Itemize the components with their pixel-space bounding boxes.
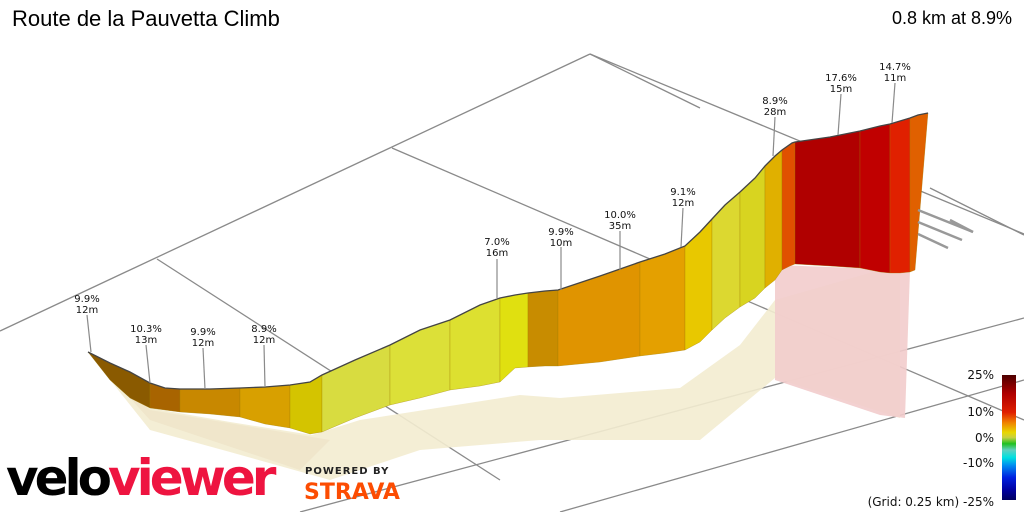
svg-text:15m: 15m: [830, 84, 852, 95]
svg-text:10.3%: 10.3%: [130, 324, 162, 335]
svg-text:7.0%: 7.0%: [484, 237, 509, 248]
legend-label-minus25: (Grid: 0.25 km) -25%: [867, 495, 994, 509]
grid-note: (Grid: 0.25 km): [867, 495, 960, 509]
legend-label-10: 10%: [967, 405, 994, 419]
legend-label-minus10: -10%: [962, 456, 994, 470]
gradient-legend-bar: [1002, 375, 1016, 500]
svg-text:13m: 13m: [135, 335, 157, 346]
svg-text:12m: 12m: [672, 198, 694, 209]
svg-text:35m: 35m: [609, 221, 631, 232]
climb-summary: 0.8 km at 8.9%: [891, 8, 1012, 28]
veloviewer-logo[interactable]: veloviewer: [6, 449, 276, 507]
svg-text:10.0%: 10.0%: [604, 210, 636, 221]
svg-text:12m: 12m: [253, 335, 275, 346]
svg-text:17.6%: 17.6%: [825, 73, 857, 84]
legend-label-25: 25%: [967, 368, 994, 382]
svg-text:14.7%: 14.7%: [879, 62, 911, 73]
svg-text:9.1%: 9.1%: [670, 187, 695, 198]
svg-text:11m: 11m: [884, 73, 906, 84]
strava-logo[interactable]: STRAVA: [304, 480, 400, 505]
climb-title: Route de la Pauvetta Climb: [12, 6, 280, 31]
legend-label-0: 0%: [974, 431, 994, 445]
svg-text:9.9%: 9.9%: [74, 294, 99, 305]
svg-text:28m: 28m: [764, 107, 786, 118]
svg-text:10m: 10m: [550, 238, 572, 249]
svg-text:9.9%: 9.9%: [190, 327, 215, 338]
svg-text:8.9%: 8.9%: [251, 324, 276, 335]
annotation-leaders: [86, 82, 896, 390]
profile-ridge: [87, 112, 929, 390]
powered-by-label: POWERED BY: [305, 466, 390, 477]
svg-text:16m: 16m: [486, 248, 508, 259]
svg-text:12m: 12m: [192, 338, 214, 349]
direction-arrow-icon: [917, 208, 974, 250]
profile-shadow: [88, 265, 910, 480]
profile-wall: [87, 112, 929, 435]
svg-text:12m: 12m: [76, 305, 98, 316]
svg-text:9.9%: 9.9%: [548, 227, 573, 238]
svg-text:8.9%: 8.9%: [762, 96, 787, 107]
annotation-labels: 9.9% 12m 10.3% 13m 9.9% 12m 8.9% 12m 7.0…: [74, 62, 911, 349]
